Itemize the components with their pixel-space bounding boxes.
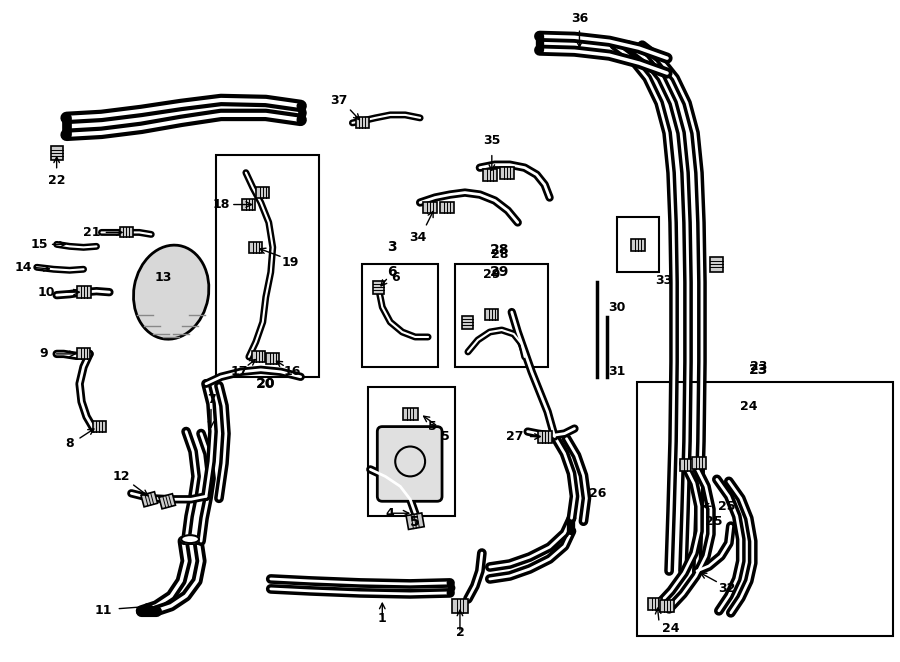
FancyBboxPatch shape [93, 421, 106, 432]
Text: 5: 5 [410, 515, 420, 529]
Text: 9: 9 [40, 348, 48, 360]
FancyBboxPatch shape [252, 352, 266, 362]
FancyBboxPatch shape [440, 201, 454, 214]
Text: 36: 36 [571, 12, 588, 24]
Text: 12: 12 [112, 470, 130, 483]
Text: 2: 2 [455, 626, 464, 639]
Text: 3: 3 [387, 240, 397, 254]
Text: 19: 19 [282, 256, 300, 269]
FancyBboxPatch shape [373, 281, 383, 294]
Text: 33: 33 [655, 273, 672, 287]
FancyBboxPatch shape [452, 599, 468, 613]
Text: 29: 29 [483, 267, 500, 281]
Text: 10: 10 [38, 286, 56, 299]
Text: 35: 35 [483, 134, 500, 148]
Text: 6: 6 [391, 271, 400, 284]
Ellipse shape [181, 535, 199, 543]
FancyBboxPatch shape [50, 146, 63, 160]
Text: 16: 16 [284, 365, 302, 378]
FancyBboxPatch shape [710, 257, 724, 271]
Text: 5: 5 [428, 420, 436, 433]
FancyBboxPatch shape [356, 117, 369, 128]
Bar [455, 264, 547, 367]
Text: 25: 25 [705, 514, 723, 528]
Text: 26: 26 [589, 487, 606, 500]
Text: 8: 8 [66, 437, 74, 450]
Text: 24: 24 [662, 622, 680, 636]
FancyBboxPatch shape [537, 430, 552, 442]
Bar [216, 155, 319, 377]
Text: 30: 30 [608, 301, 626, 314]
Bar [637, 382, 893, 636]
FancyBboxPatch shape [660, 600, 674, 612]
Text: 18: 18 [212, 198, 230, 211]
Text: 23: 23 [750, 360, 768, 373]
FancyBboxPatch shape [141, 492, 158, 507]
Text: 28: 28 [490, 244, 509, 258]
Text: 4: 4 [386, 506, 394, 520]
FancyBboxPatch shape [76, 286, 91, 298]
Text: 20: 20 [256, 377, 275, 391]
FancyBboxPatch shape [377, 426, 442, 501]
FancyBboxPatch shape [485, 308, 499, 320]
FancyBboxPatch shape [500, 167, 514, 179]
Text: 15: 15 [31, 238, 49, 251]
FancyBboxPatch shape [648, 598, 662, 610]
FancyBboxPatch shape [249, 242, 262, 253]
Text: 17: 17 [230, 365, 248, 378]
Text: 25: 25 [718, 500, 735, 513]
Text: 14: 14 [15, 261, 32, 274]
FancyBboxPatch shape [463, 316, 473, 328]
Text: 7: 7 [207, 393, 215, 406]
Bar [368, 387, 455, 516]
Text: 6: 6 [387, 265, 397, 279]
Text: 20: 20 [257, 377, 274, 391]
Text: 22: 22 [48, 174, 66, 187]
Text: 11: 11 [94, 604, 112, 618]
FancyBboxPatch shape [266, 354, 279, 364]
FancyBboxPatch shape [483, 169, 497, 181]
Text: 34: 34 [410, 231, 427, 244]
FancyBboxPatch shape [77, 348, 90, 359]
Bar [617, 218, 659, 272]
Text: 32: 32 [718, 583, 735, 595]
Bar [363, 264, 438, 367]
Text: 28: 28 [491, 248, 508, 261]
Text: 37: 37 [329, 95, 347, 107]
FancyBboxPatch shape [631, 240, 645, 252]
Text: 1: 1 [378, 612, 387, 626]
FancyBboxPatch shape [692, 457, 706, 469]
FancyBboxPatch shape [680, 459, 694, 471]
Text: 23: 23 [749, 363, 769, 377]
FancyBboxPatch shape [159, 494, 176, 509]
FancyBboxPatch shape [256, 187, 269, 198]
FancyBboxPatch shape [120, 228, 133, 238]
Text: 29: 29 [491, 265, 509, 279]
FancyBboxPatch shape [423, 201, 437, 214]
FancyBboxPatch shape [402, 408, 418, 420]
Text: 13: 13 [155, 271, 172, 284]
Text: 21: 21 [83, 226, 100, 239]
Text: 5: 5 [441, 430, 449, 443]
FancyBboxPatch shape [242, 199, 256, 210]
Text: 27: 27 [506, 430, 524, 443]
Text: 31: 31 [608, 365, 626, 378]
FancyBboxPatch shape [406, 513, 424, 530]
Text: 24: 24 [740, 401, 758, 413]
Ellipse shape [133, 245, 209, 339]
